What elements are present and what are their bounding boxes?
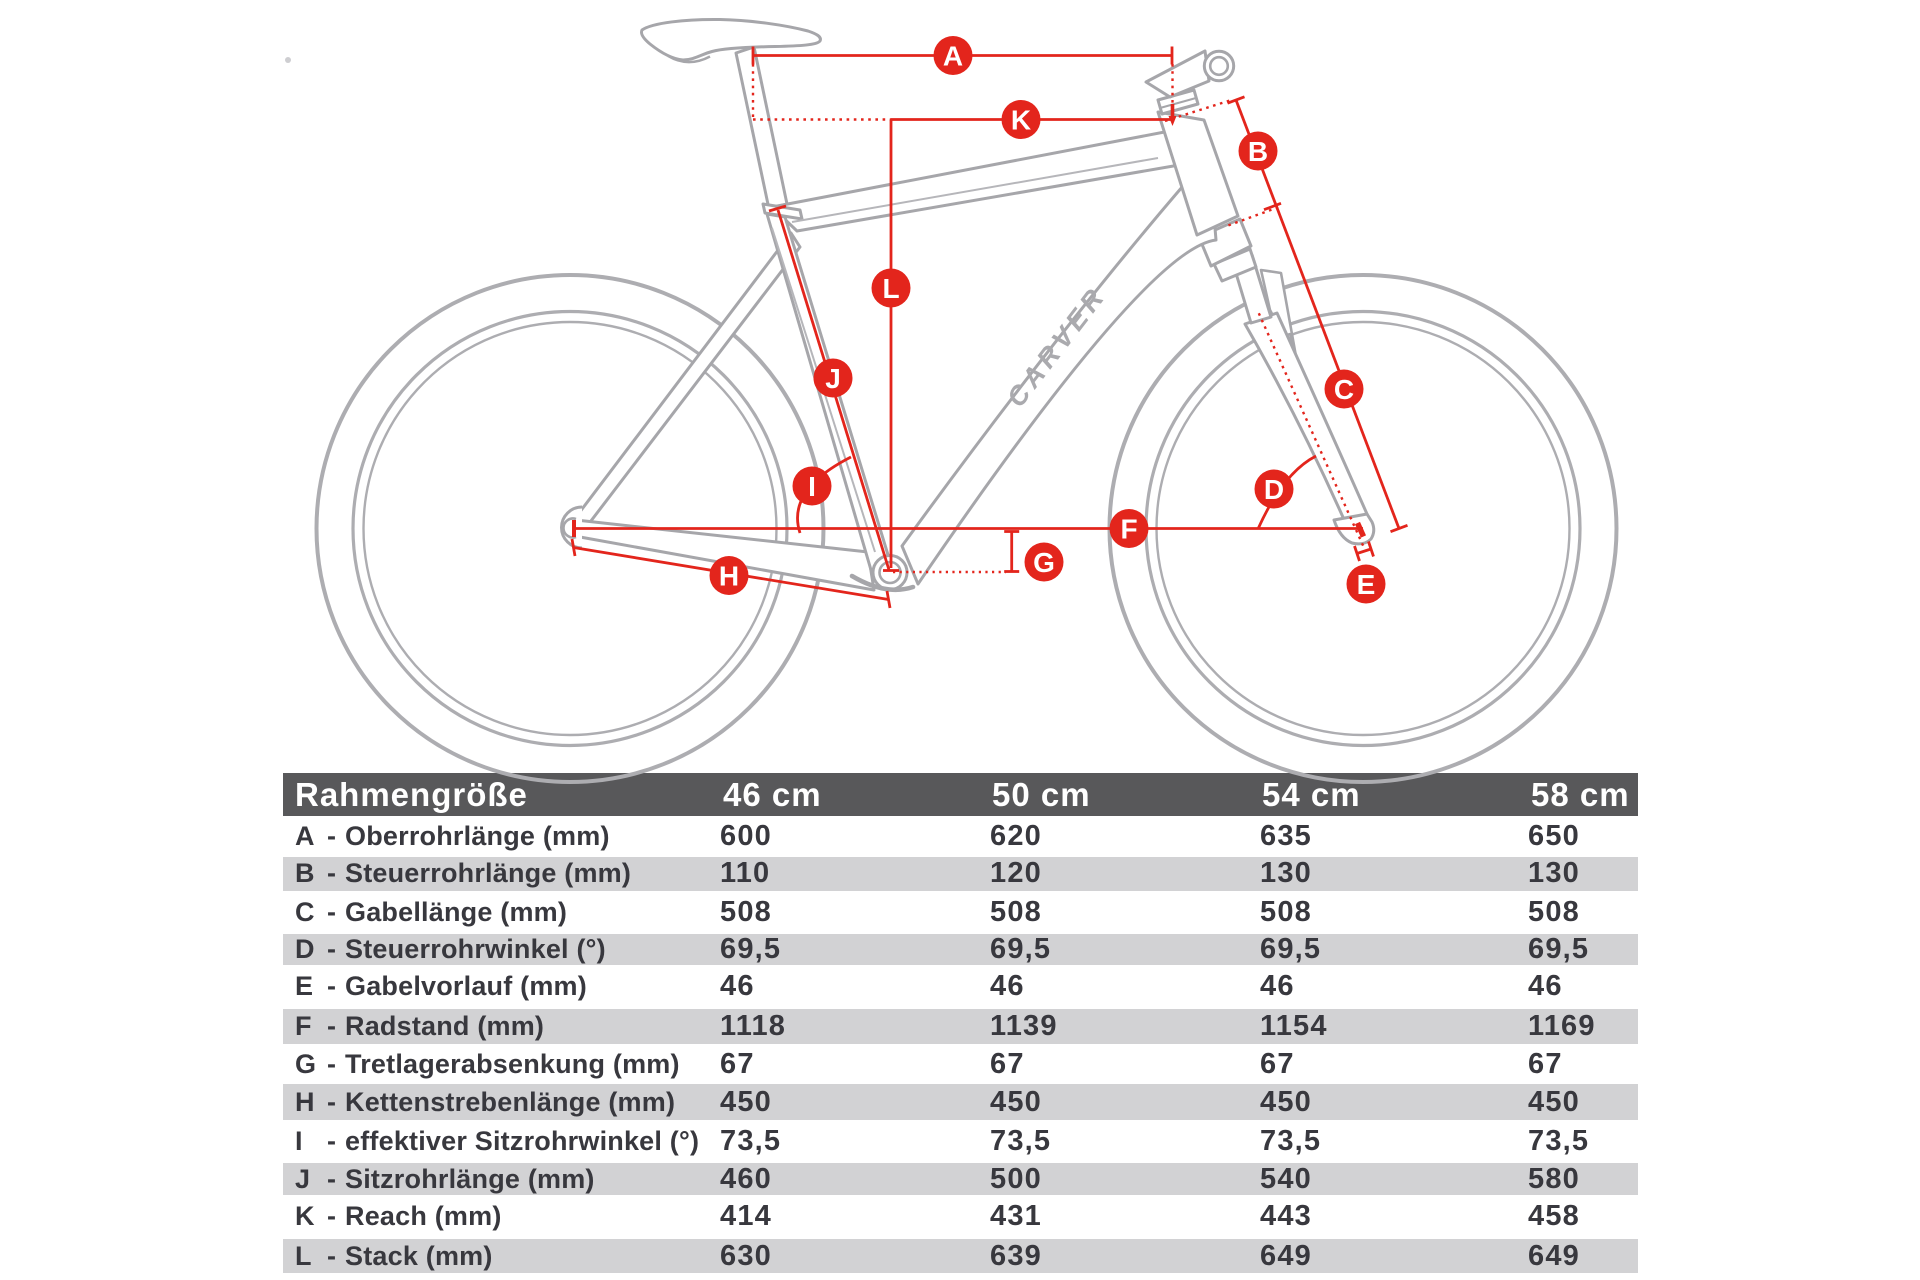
- svg-text:J: J: [825, 363, 841, 394]
- svg-text:C: C: [1334, 374, 1354, 405]
- svg-text:E: E: [1357, 569, 1376, 600]
- svg-text:G: G: [1033, 547, 1055, 578]
- svg-text:I: I: [808, 471, 816, 502]
- svg-text:K: K: [1011, 105, 1031, 136]
- svg-text:F: F: [1120, 514, 1137, 545]
- svg-text:H: H: [719, 561, 739, 592]
- svg-text:B: B: [1248, 136, 1268, 167]
- svg-text:A: A: [943, 41, 963, 72]
- svg-text:L: L: [882, 273, 899, 304]
- svg-text:D: D: [1264, 474, 1284, 505]
